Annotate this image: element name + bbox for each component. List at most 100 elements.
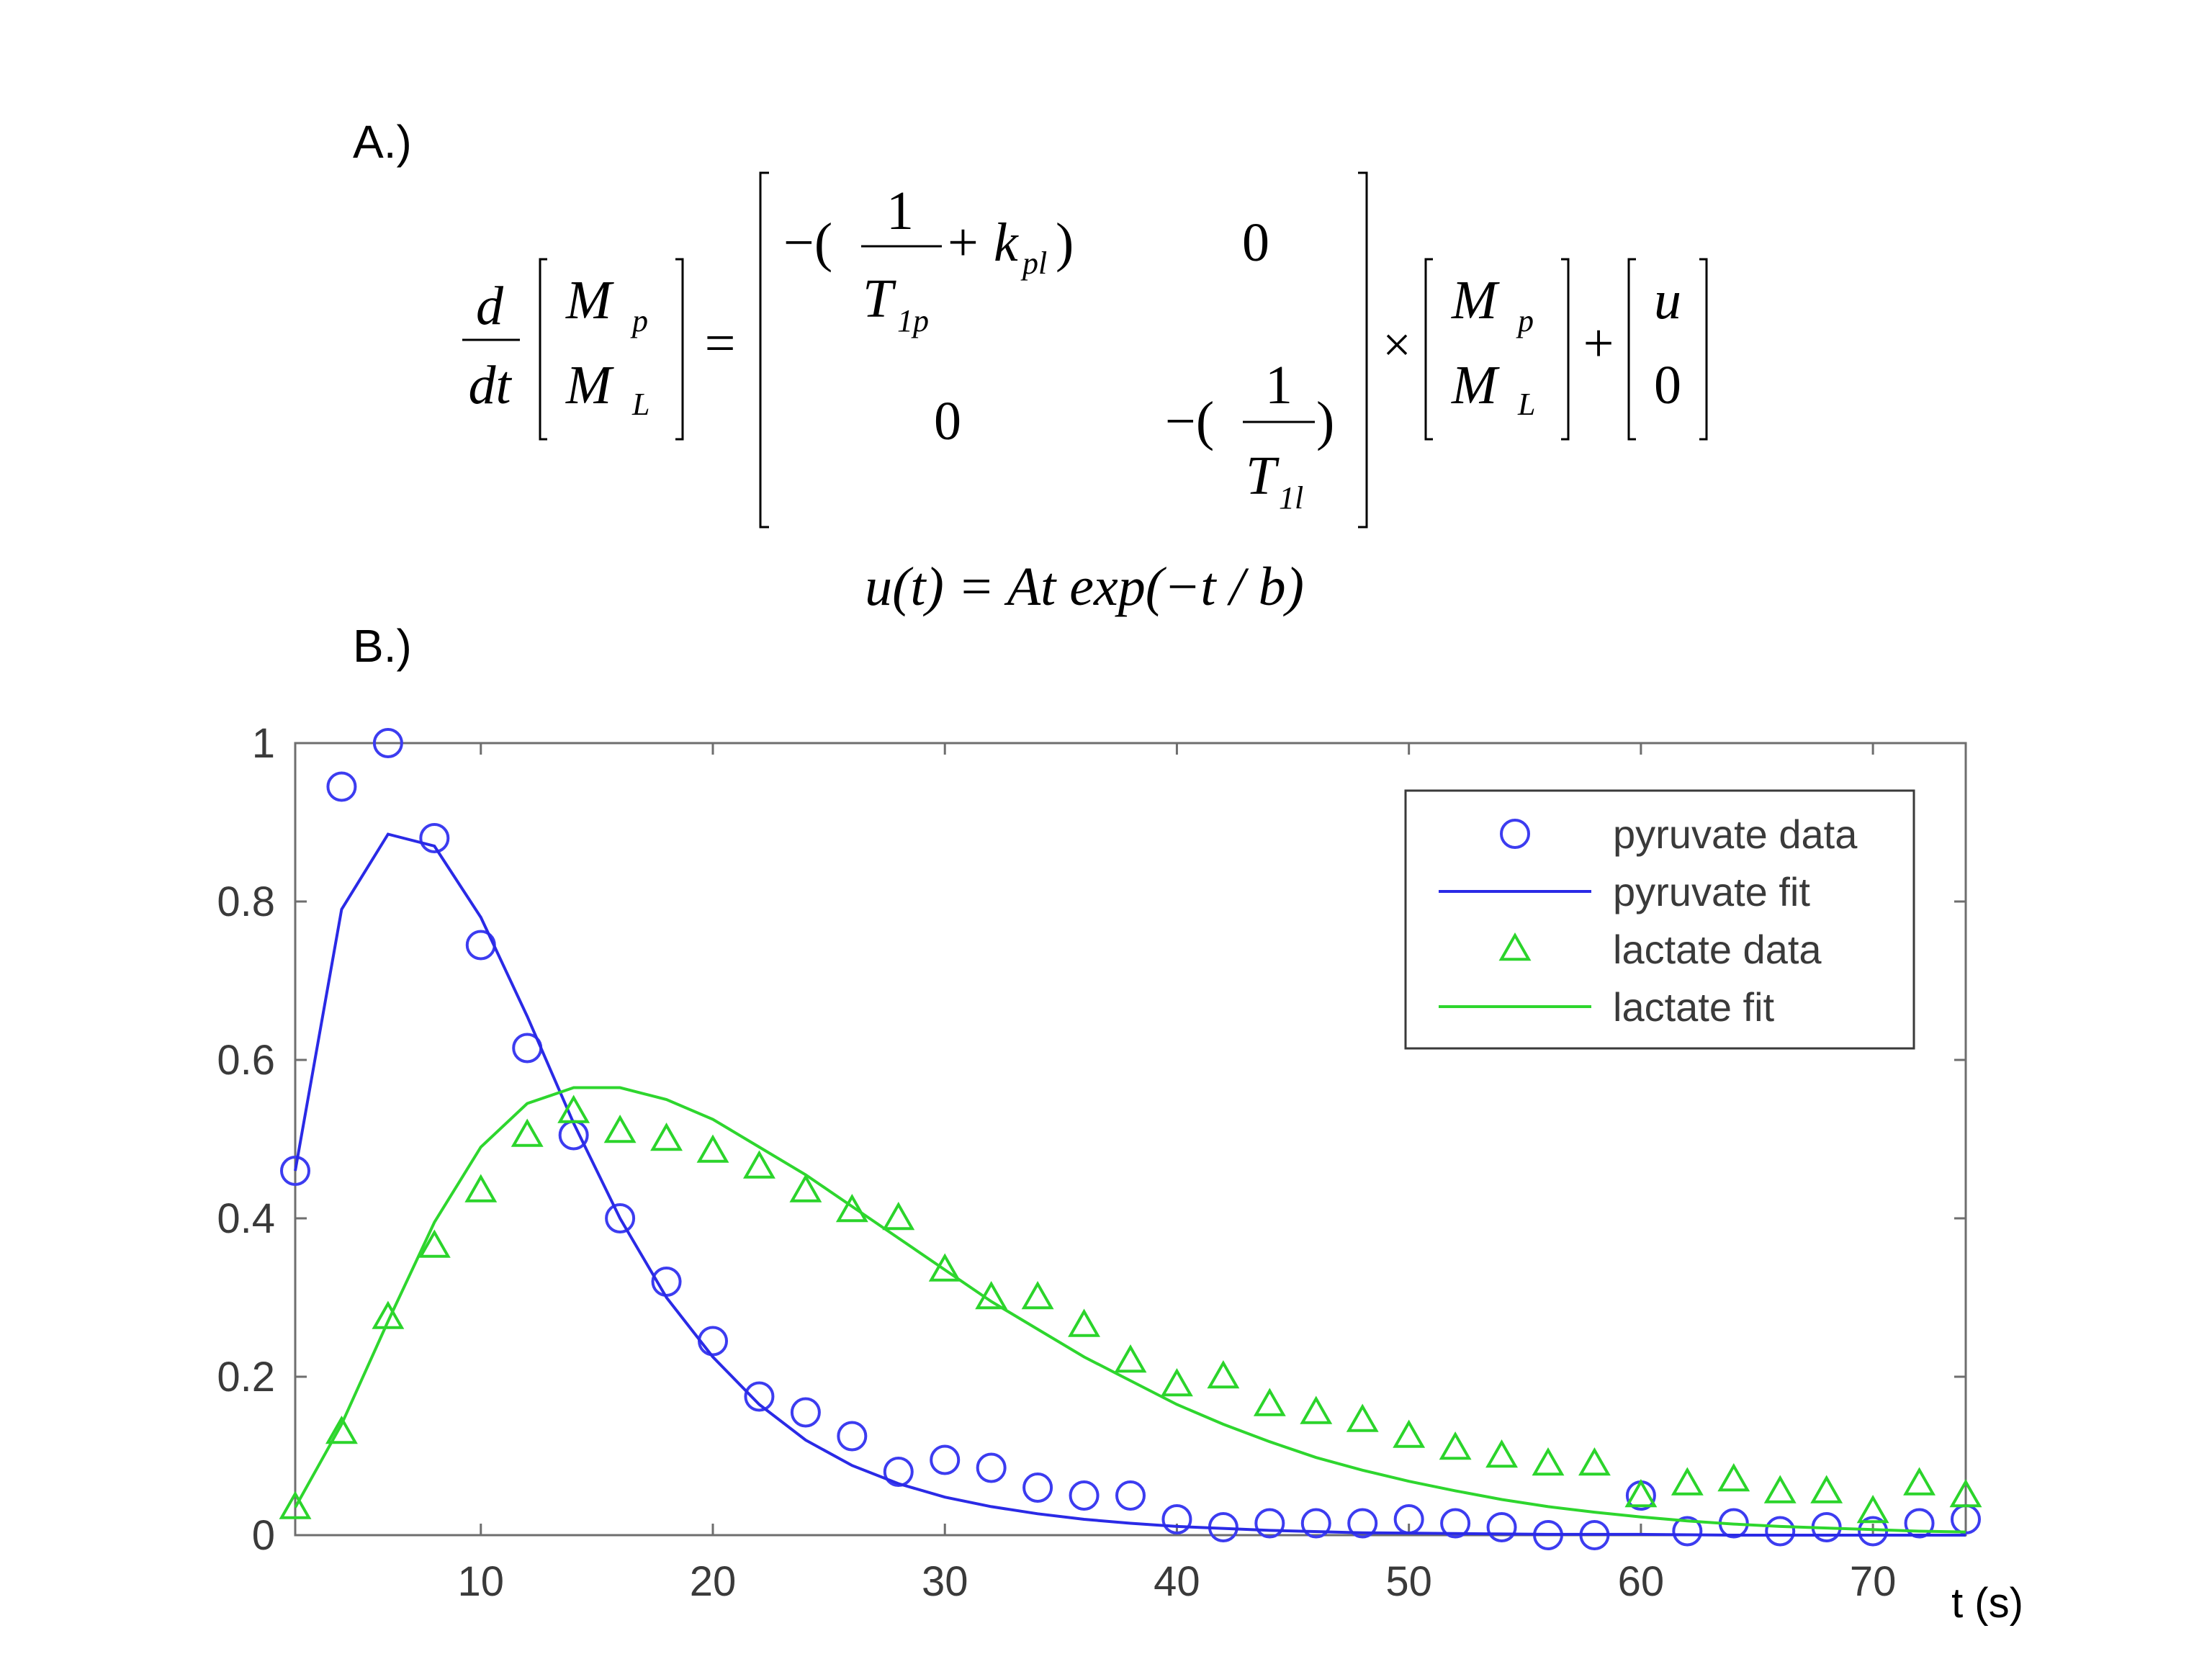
lactate-data-point [557, 1094, 590, 1123]
lactate-data-point [742, 1150, 775, 1179]
lactate-fit-line [294, 1086, 1966, 1534]
input-vector-right-bracket [1699, 258, 1708, 441]
matrix-left-bracket [759, 171, 769, 529]
lactate-data-point [928, 1253, 961, 1282]
kinetics-chart: 10 20 30 40 50 60 70 0 0.2 0.4 0.6 0.8 1 t (s) pyruvat… [217, 720, 2023, 1627]
legend-label: pyruvate data [1613, 811, 1858, 857]
lactate-data-legend-swatch [1498, 932, 1532, 961]
lhs-vector-ml: M [565, 355, 614, 415]
lactate-data-point [1949, 1478, 1982, 1508]
lactate-data-point [1578, 1447, 1611, 1476]
lactate-data-point [372, 1300, 405, 1329]
panel-b-label: B.) [353, 620, 412, 672]
lactate-data-point [1114, 1344, 1147, 1373]
y-tick-label: 0.6 [217, 1037, 275, 1084]
lactate-data-point [1717, 1462, 1750, 1492]
matrix-m11-denominator: T [863, 269, 896, 329]
rhs-vector-ml-subscript: L [1517, 387, 1535, 422]
input-vector-u: u [1654, 270, 1681, 331]
pyruvate-data-point [1347, 1508, 1378, 1539]
lactate-data-point [1300, 1395, 1333, 1424]
lactate-data-point [1346, 1403, 1379, 1432]
pyruvate-data-point [1254, 1508, 1285, 1539]
x-tick-label: 70 [1850, 1558, 1897, 1605]
rhs-vector-left-bracket [1424, 258, 1433, 441]
lhs-vector-mp: M [565, 270, 614, 331]
lactate-data-point [696, 1134, 729, 1163]
input-vector-zero: 0 [1654, 355, 1681, 415]
rhs-vector-right-bracket [1561, 258, 1570, 441]
matrix-m11-plus: + [948, 212, 979, 273]
pyruvate-data-point [419, 823, 450, 853]
input-function-equation: u(t) = At exp(−t / b) [865, 557, 1304, 617]
plus-sign: + [1583, 313, 1614, 374]
rhs-vector-mp-subscript: p [1516, 303, 1534, 338]
lactate-data-point [464, 1174, 498, 1202]
legend-label: lactate data [1613, 927, 1822, 972]
lhs-vector-right-bracket [675, 258, 684, 441]
x-tick-label: 20 [690, 1558, 737, 1605]
pyruvate-data-point [1022, 1473, 1053, 1503]
lactate-data-point [1253, 1388, 1286, 1416]
lactate-data-point [1532, 1447, 1565, 1476]
pyruvate-data-point [1115, 1480, 1146, 1511]
y-tick-label: 0 [252, 1512, 275, 1559]
pyruvate-data-point [1672, 1516, 1703, 1547]
x-tick-label: 30 [922, 1558, 968, 1605]
matrix-m11-close: ) [1056, 212, 1074, 273]
matrix-right-bracket [1358, 171, 1368, 529]
input-vector-left-bracket [1627, 258, 1636, 441]
lactate-data-point [1763, 1475, 1797, 1503]
pyruvate-data-point [883, 1457, 914, 1487]
matrix-m11-k-subscript: pl [1020, 246, 1047, 281]
pyruvate-data-point [837, 1421, 868, 1452]
lhs-derivative-denominator: dt [468, 355, 512, 415]
lactate-data-point [1393, 1419, 1426, 1448]
lactate-data-point [1810, 1475, 1843, 1503]
pyruvate-data-point [372, 728, 403, 758]
lactate-data-point [1671, 1467, 1704, 1496]
lactate-data-point [603, 1114, 637, 1143]
times-sign: × [1382, 318, 1411, 373]
lactate-data-point [1856, 1494, 1889, 1524]
y-tick-label: 0.8 [217, 878, 275, 925]
y-tick-label: 0.2 [217, 1354, 275, 1401]
lactate-data-point [1903, 1467, 1936, 1496]
lactate-data-point [1485, 1439, 1519, 1468]
pyruvate-data-point [1300, 1508, 1331, 1539]
lactate-data-point [1160, 1367, 1193, 1397]
pyruvate-data-point [930, 1444, 961, 1475]
x-tick-label: 60 [1618, 1558, 1665, 1605]
lactate-data-point [1624, 1478, 1658, 1508]
matrix-m11-k: k [994, 212, 1019, 273]
x-axis-label: t (s) [1951, 1580, 2023, 1627]
x-tick-label: 10 [458, 1558, 505, 1605]
legend-label: pyruvate fit [1613, 869, 1810, 914]
lactate-data-point [511, 1118, 544, 1147]
kinetic-model-equation: d dt M p M L = −( 1 T 1p + k pl ) 0 0 −(… [462, 171, 1708, 617]
matrix-m22-numerator: 1 [1265, 355, 1292, 415]
pyruvate-data-point [605, 1203, 636, 1233]
lactate-data-point [325, 1415, 358, 1444]
pyruvate-data-point [790, 1397, 821, 1428]
x-tick-label: 50 [1385, 1558, 1432, 1605]
pyruvate-data-point [1069, 1480, 1100, 1511]
lactate-data-point [650, 1122, 683, 1151]
lactate-data-point [789, 1174, 822, 1202]
lactate-data-point [1021, 1280, 1054, 1310]
matrix-m11-denominator-subscript: 1p [897, 303, 929, 338]
lhs-vector-mp-subscript: p [630, 303, 648, 338]
lactate-data-point [882, 1201, 915, 1231]
legend-label: lactate fit [1613, 984, 1775, 1030]
lactate-data-point [1439, 1431, 1472, 1460]
matrix-m22-denominator-subscript: 1l [1279, 480, 1303, 516]
rhs-vector-mp: M [1451, 270, 1500, 331]
matrix-m12: 0 [1242, 212, 1269, 273]
pyruvate-data-point [1440, 1508, 1471, 1539]
lhs-vector-left-bracket [539, 258, 547, 441]
pyruvate-fit-line [294, 832, 1966, 1537]
panel-a-label: A.) [353, 116, 412, 168]
lactate-data-point [1207, 1359, 1240, 1389]
x-tick-label: 40 [1154, 1558, 1200, 1605]
lhs-vector-ml-subscript: L [631, 387, 649, 422]
